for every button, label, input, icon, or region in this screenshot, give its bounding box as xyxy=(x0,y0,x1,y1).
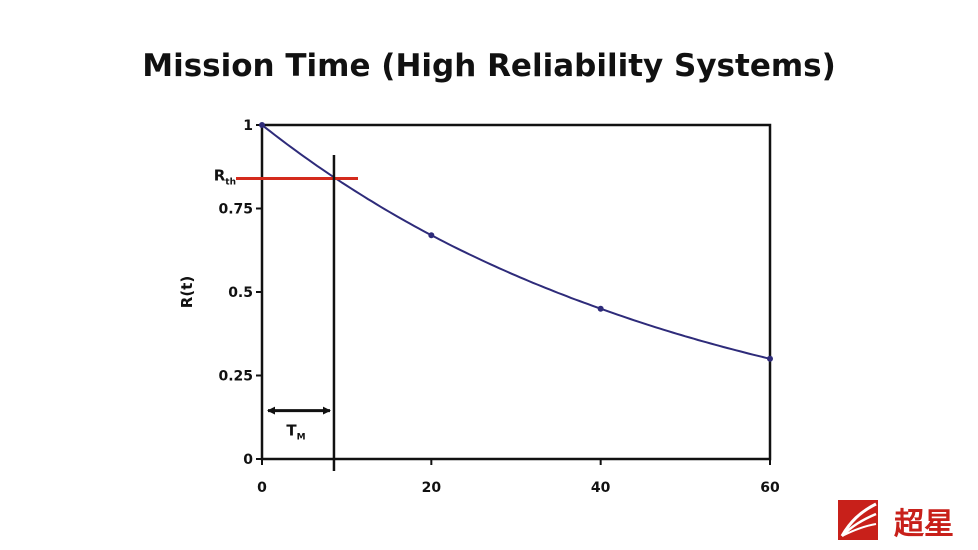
x-axis-ticks: 0 20 40 60 xyxy=(257,459,780,496)
data-point xyxy=(259,122,265,128)
threshold-label-sub: th xyxy=(225,177,236,187)
x-tick-label: 0 xyxy=(257,480,267,496)
y-tick-label: 0.25 xyxy=(218,369,253,385)
plot-frame xyxy=(260,123,772,461)
logo-text: 超星 xyxy=(894,507,954,542)
data-point xyxy=(428,232,435,239)
series-points xyxy=(259,122,773,362)
data-point xyxy=(767,355,773,362)
threshold-label: Rth xyxy=(214,166,236,187)
mission-time-label-sub: M xyxy=(297,433,306,443)
y-tick-label: 0.75 xyxy=(218,202,253,218)
threshold-label-main: R xyxy=(214,166,226,184)
y-axis-ticks: 0 0.25 0.5 0.75 1 xyxy=(218,118,262,468)
data-point xyxy=(597,305,604,312)
series-line xyxy=(261,124,771,360)
mission-time-label-main: T xyxy=(286,422,297,440)
y-tick-label: 0.5 xyxy=(228,285,253,301)
mission-time-label: TM xyxy=(286,422,305,443)
y-tick-label: 1 xyxy=(243,118,253,134)
x-tick-label: 20 xyxy=(422,480,442,496)
x-tick-label: 60 xyxy=(760,480,780,496)
chaoxing-logo: 超星 xyxy=(838,500,954,542)
chart-title: Mission Time (High Reliability Systems) xyxy=(142,48,836,84)
x-tick-label: 40 xyxy=(591,480,611,496)
y-tick-label: 0 xyxy=(243,452,253,468)
y-axis-label: R(t) xyxy=(178,276,196,308)
